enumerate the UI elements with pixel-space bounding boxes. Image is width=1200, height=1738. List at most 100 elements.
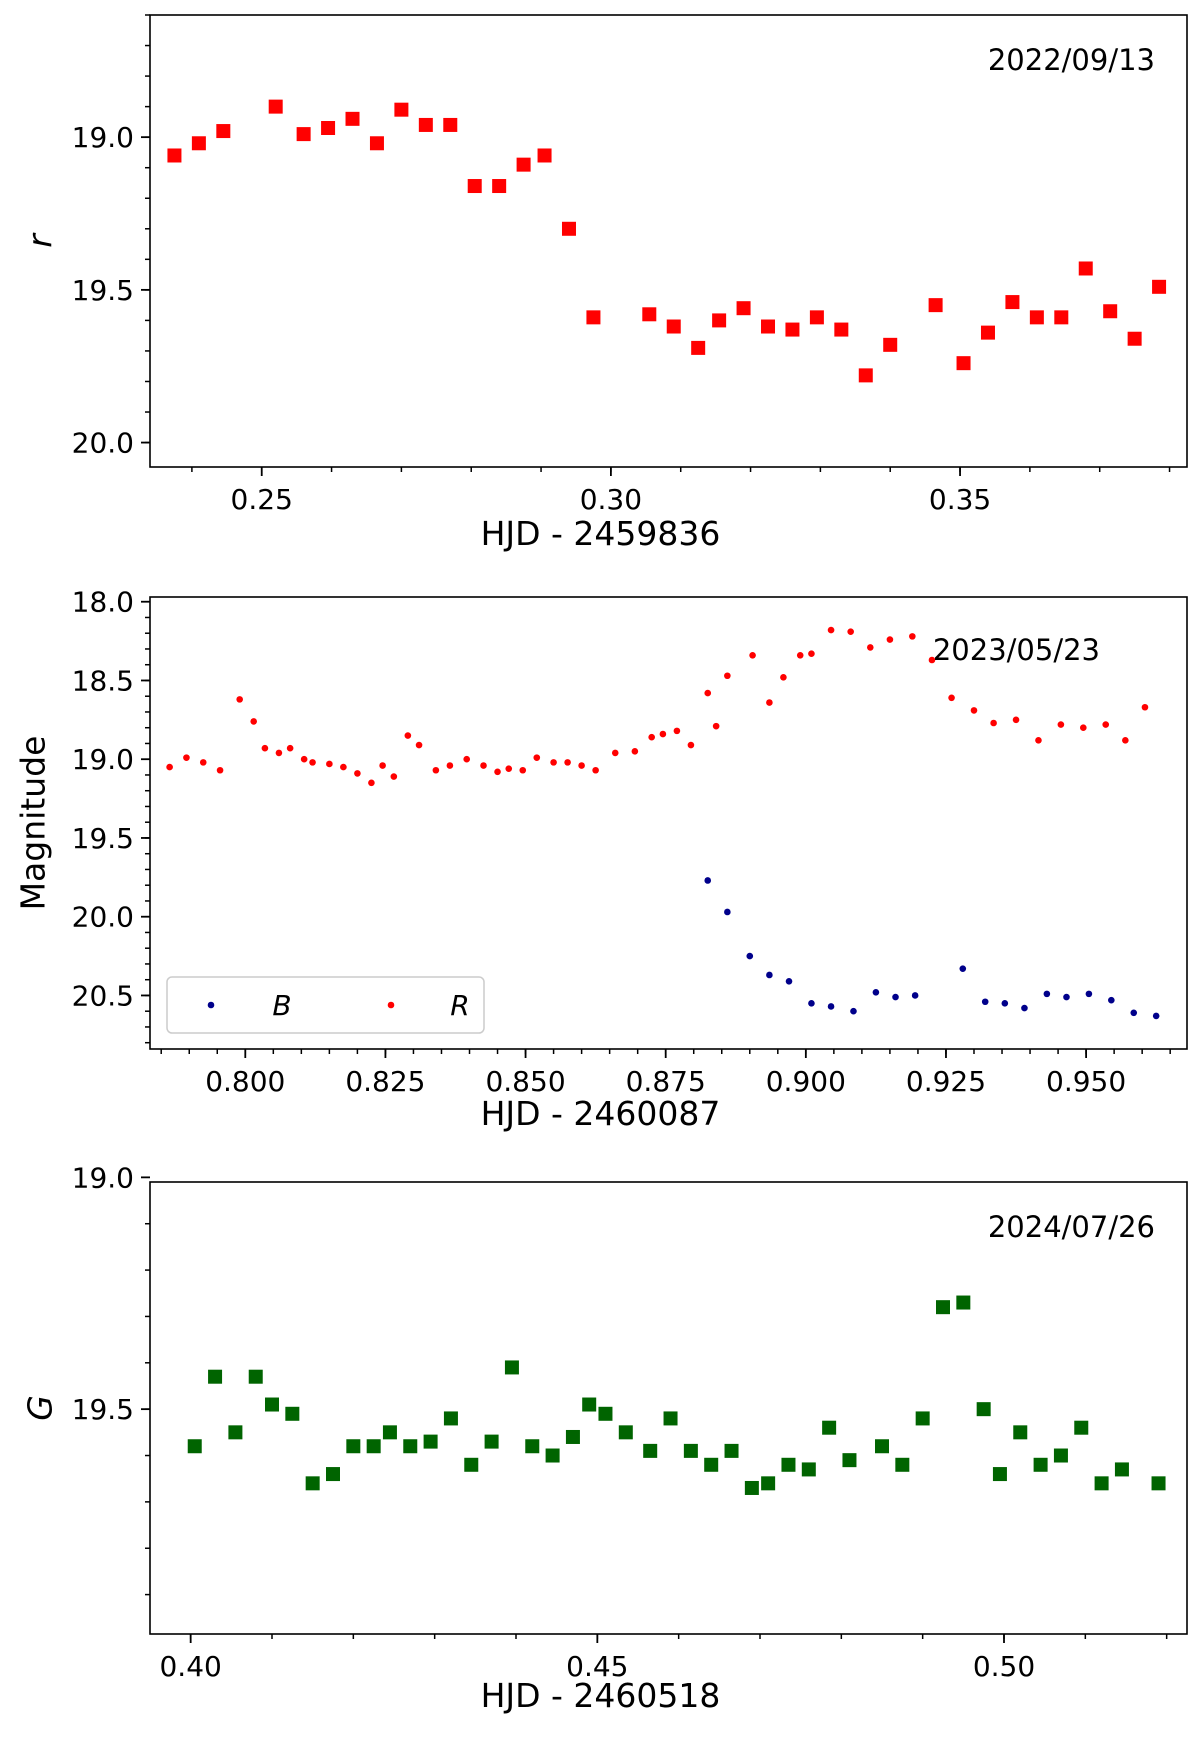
data-point <box>167 148 182 163</box>
data-point <box>564 759 571 766</box>
data-point <box>712 313 727 328</box>
data-point <box>492 179 507 194</box>
data-point <box>911 992 919 999</box>
data-point <box>766 971 773 979</box>
data-point <box>886 636 894 643</box>
data-point <box>228 1425 243 1440</box>
data-point <box>673 727 681 735</box>
data-point <box>642 307 657 322</box>
data-point <box>796 651 804 659</box>
data-point <box>712 722 720 730</box>
data-point <box>1078 261 1093 276</box>
legend-label-R: R <box>450 989 469 1022</box>
data-point <box>766 699 773 706</box>
data-point <box>883 337 898 352</box>
data-point <box>959 965 967 972</box>
data-point <box>847 628 854 635</box>
data-point <box>948 694 955 702</box>
data-point <box>827 1003 835 1010</box>
data-point <box>827 626 835 634</box>
data-point <box>369 136 384 151</box>
data-point <box>1103 304 1118 319</box>
data-point <box>928 656 936 664</box>
y-tick-label: 19.0 <box>72 743 134 776</box>
data-point <box>415 741 423 749</box>
data-point <box>981 998 989 1006</box>
data-point <box>858 368 873 383</box>
series-B <box>704 877 1160 1020</box>
data-point <box>785 322 800 337</box>
data-point <box>1094 1476 1109 1491</box>
data-point <box>248 1369 263 1384</box>
data-point <box>404 732 412 739</box>
data-point <box>516 157 531 172</box>
data-point <box>834 322 849 337</box>
x-tick-label: 0.875 <box>626 1065 706 1098</box>
data-point <box>296 127 311 142</box>
data-point <box>467 179 482 194</box>
data-point <box>1141 703 1149 711</box>
y-axis-title: r <box>21 232 60 248</box>
data-point <box>909 633 916 640</box>
x-tick-label: 0.40 <box>159 1650 221 1683</box>
data-point <box>643 1443 658 1458</box>
data-point <box>1021 1004 1028 1012</box>
data-point <box>659 730 667 738</box>
data-point <box>199 759 207 766</box>
data-point <box>631 748 639 755</box>
data-point <box>1054 310 1069 325</box>
data-point <box>1152 1012 1160 1020</box>
data-point <box>592 766 599 774</box>
data-point <box>749 651 756 659</box>
data-point <box>936 1300 950 1315</box>
y-tick-label: 19.5 <box>72 274 134 307</box>
data-point <box>990 719 997 727</box>
y-tick-label: 19.5 <box>72 1393 134 1426</box>
plot-frame <box>149 596 1188 1050</box>
data-point <box>850 1007 857 1015</box>
data-point <box>446 762 454 769</box>
data-point <box>561 221 576 236</box>
data-point <box>464 1457 479 1472</box>
data-point <box>505 765 513 772</box>
data-point <box>533 754 541 761</box>
data-point <box>368 779 375 787</box>
data-point <box>980 325 995 340</box>
data-point <box>191 136 206 151</box>
data-point <box>866 644 874 651</box>
date-label: 2024/07/26 <box>988 1210 1155 1244</box>
data-point <box>992 1467 1007 1482</box>
data-point <box>736 301 751 316</box>
data-point <box>687 741 695 749</box>
x-tick-label: 0.900 <box>766 1065 846 1098</box>
data-point <box>780 674 787 681</box>
data-point <box>484 1434 499 1449</box>
data-point <box>761 319 776 334</box>
data-point <box>666 319 681 334</box>
date-label: 2023/05/23 <box>933 633 1100 667</box>
panel-2: 0.800 0.825 0.850 0.875 0.900 0.925 0.950 18.0 1… <box>14 586 1188 1133</box>
data-point <box>545 1448 560 1463</box>
data-point <box>321 121 336 135</box>
data-point <box>326 1467 340 1482</box>
data-point <box>915 1411 930 1426</box>
data-point <box>1122 737 1129 744</box>
data-point <box>875 1439 889 1454</box>
data-point <box>423 1434 438 1449</box>
data-point <box>525 1439 540 1454</box>
data-point <box>1001 1000 1009 1007</box>
data-point <box>744 1480 759 1495</box>
legend-box <box>166 976 485 1034</box>
data-point <box>187 1439 202 1454</box>
date-label: 2022/09/13 <box>988 43 1155 77</box>
x-tick-label: 0.825 <box>345 1065 425 1098</box>
data-point <box>582 1397 597 1412</box>
legend-marker-R <box>387 1001 395 1009</box>
data-point <box>808 1000 815 1007</box>
data-point <box>1035 737 1042 744</box>
data-point <box>519 766 527 774</box>
data-point <box>648 733 655 741</box>
panel-3: 0.40 0.45 0.50 19.0 19.5 2024/07/26 HJD - 2460… <box>21 1161 1188 1715</box>
data-point <box>354 770 361 777</box>
